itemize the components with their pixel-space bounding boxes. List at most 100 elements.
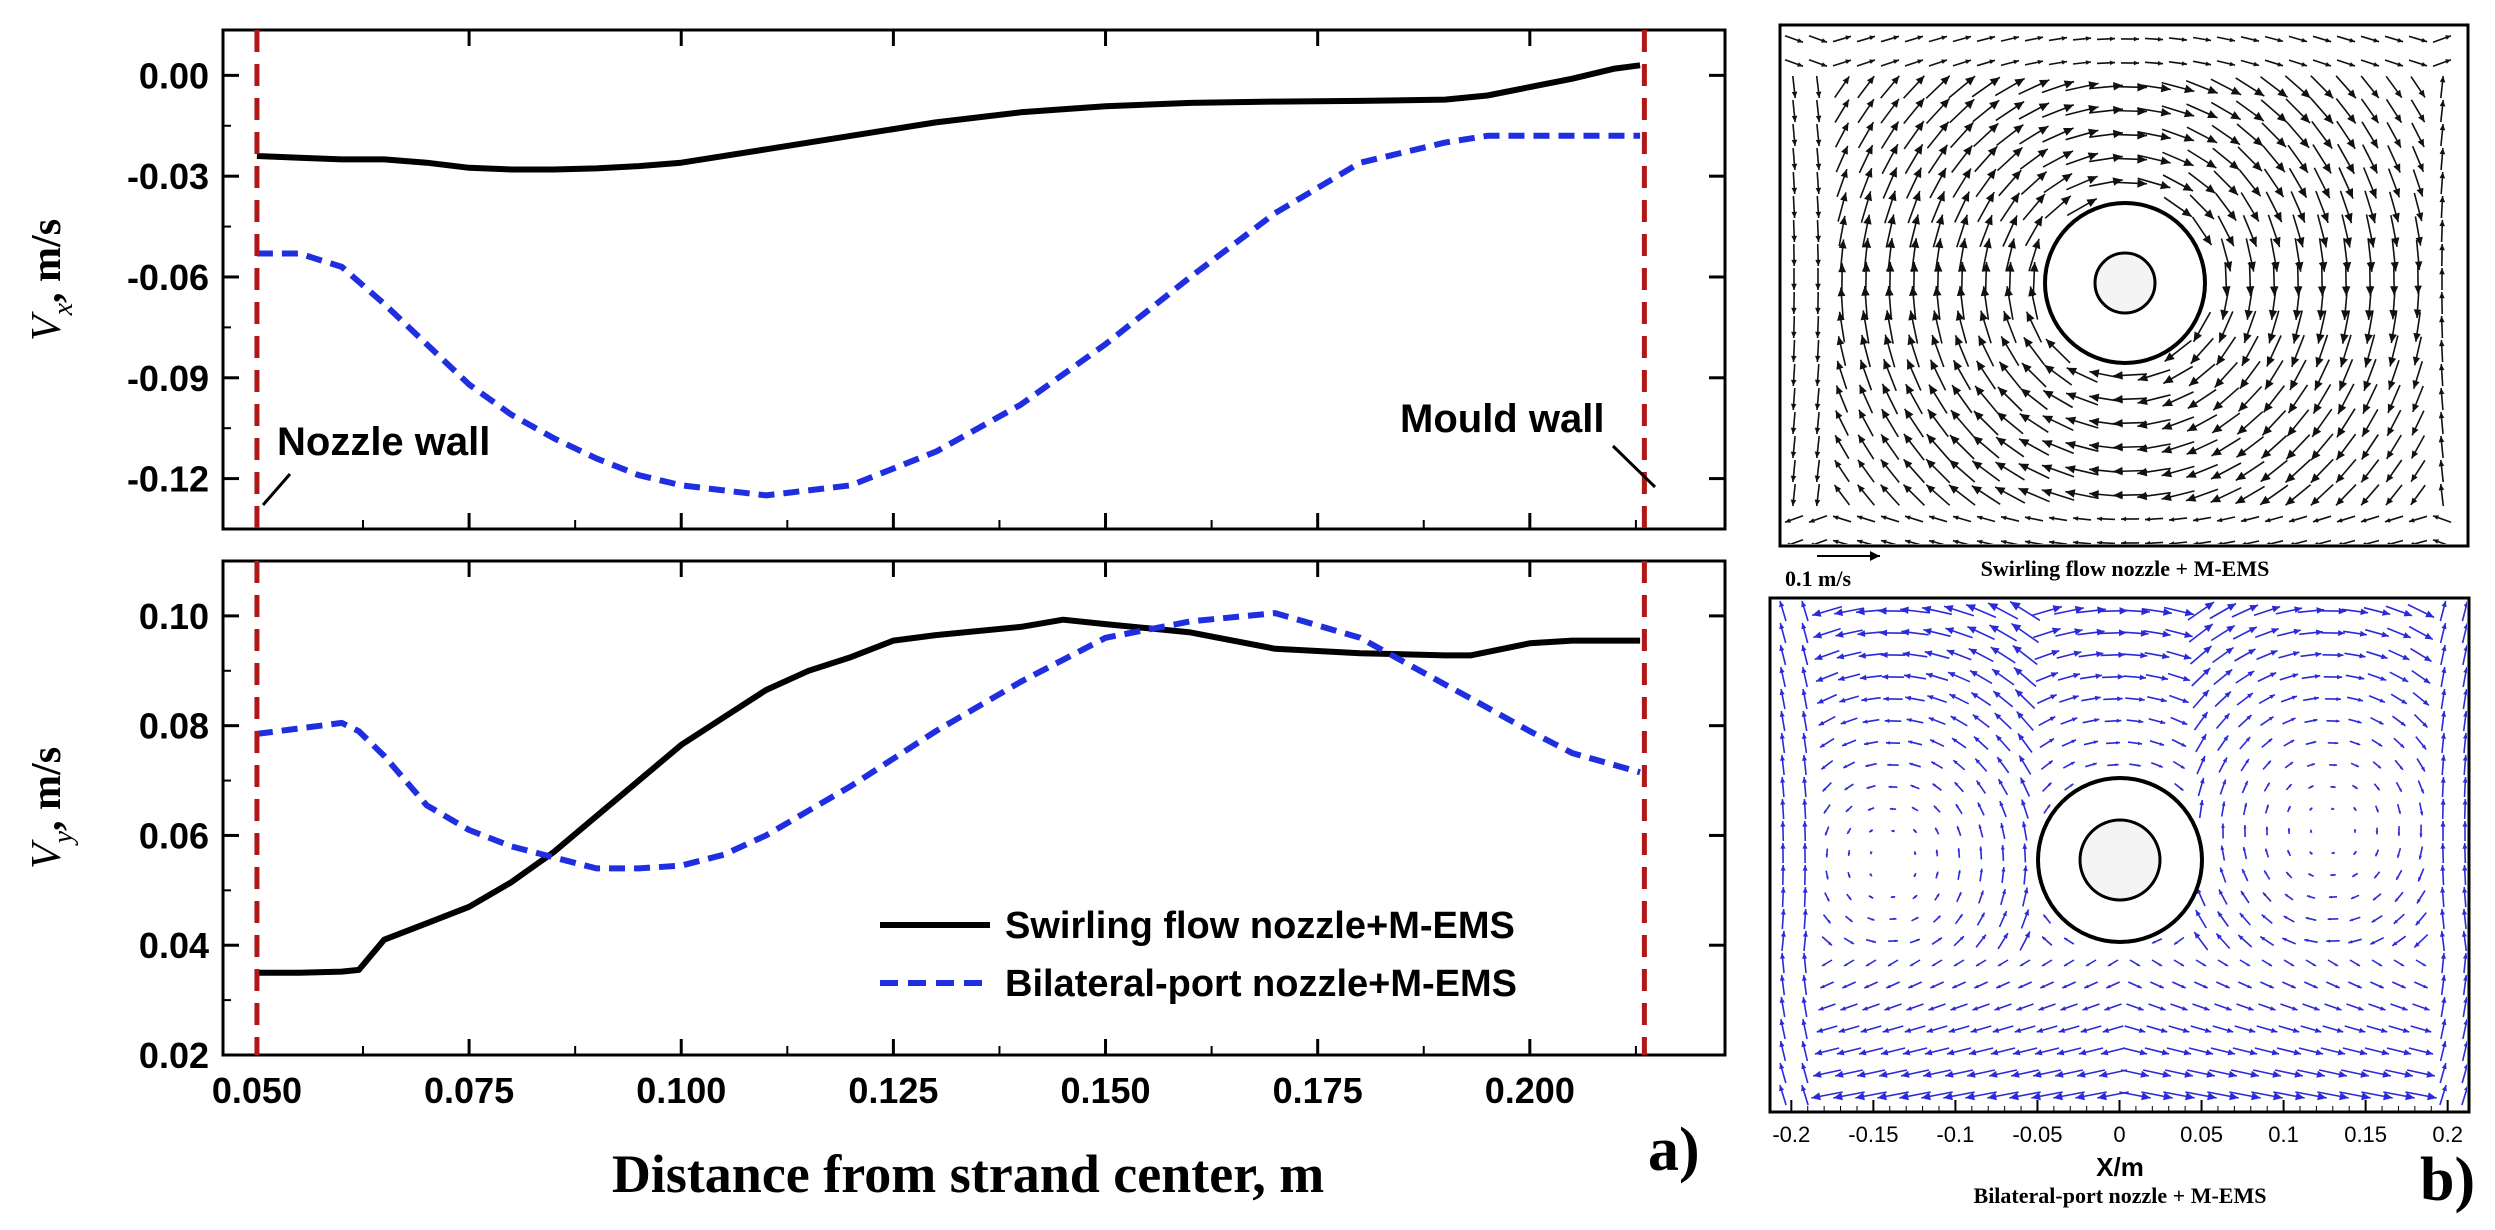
bilateral-arrow-head: [2422, 722, 2428, 728]
swirling-arrow-head: [1790, 499, 1797, 506]
swirling-arrow-head: [2438, 460, 2445, 467]
bilateral-arrow-head: [1935, 849, 1939, 853]
swirling-arrow-head: [1811, 542, 1814, 544]
swirling-arrow-head: [2361, 473, 2369, 483]
swirling-arrow-head: [1965, 76, 1976, 86]
bilateral-arrow-head: [2440, 821, 2446, 827]
swirling-arrow-head: [1842, 99, 1849, 108]
swirling-arrow-head: [1988, 123, 1999, 133]
bilateral-arrow-head: [1992, 1027, 2000, 1033]
swirling-arrow-head: [1963, 145, 1973, 156]
bilateral-arrow-head: [2183, 653, 2192, 660]
swirling-arrow-head: [1914, 144, 1923, 155]
bilateral-arrow-head: [2397, 832, 2401, 836]
bilateral-arrow-head: [2424, 1006, 2430, 1011]
bilateral-arrow-head: [2397, 854, 2400, 858]
swirling-arrow-head: [2267, 333, 2276, 344]
x-tick-label: 0.050: [212, 1070, 302, 1111]
swirling-arrow-head: [2347, 114, 2356, 124]
bilateral-arrow-head: [2401, 984, 2406, 988]
bilateral-arrow-head: [1826, 898, 1830, 902]
swirling-arrow-head: [1815, 115, 1822, 122]
swirling-arrow-head: [2313, 517, 2319, 523]
swirling-arrow-head: [1929, 515, 1935, 521]
swirling-arrow-head: [2088, 81, 2099, 90]
bilateral-arrow-head: [2441, 1019, 2447, 1026]
swirling-arrow-head: [2417, 163, 2424, 172]
bilateral-arrow-head: [2315, 629, 2323, 636]
swirling-arrow-head: [1836, 336, 1845, 346]
bilateral-arrow-head: [2380, 653, 2388, 660]
swirling-arrow-head: [1835, 410, 1843, 419]
swirling-arrow-head: [2066, 367, 2077, 376]
bilateral-arrow-head: [2108, 963, 2112, 966]
bilateral-arrow-head: [2244, 781, 2248, 785]
bilateral-arrow-head: [1954, 963, 1958, 966]
bilateral-arrow-head: [2075, 1092, 2085, 1101]
bilateral-arrow-head: [2426, 1070, 2435, 1078]
swirling-arrow-head: [1950, 410, 1961, 421]
swirling-arrow-head: [2338, 403, 2347, 415]
bilateral-arrow-head: [2023, 865, 2028, 872]
bilateral-arrow-head: [2272, 1070, 2281, 1078]
bilateral-arrow-head: [2136, 963, 2140, 966]
swirling-arrow-head: [2439, 316, 2445, 323]
bilateral-arrow-head: [2016, 1006, 2022, 1011]
swirling-arrow-head: [2317, 286, 2327, 296]
bilateral-arrow-head: [2404, 1070, 2413, 1078]
bilateral-arrow-head: [2398, 810, 2401, 814]
vx-y-tick-label: -0.12: [127, 459, 209, 500]
bilateral-arrow-head: [1978, 824, 1982, 829]
swirling-arrow-head: [1814, 475, 1821, 482]
swirling-arrow-head: [2368, 188, 2377, 199]
bilateral-arrow-head: [2184, 1070, 2193, 1078]
bilateral-arrow-head: [2439, 931, 2445, 937]
swirling-arrow-head: [2113, 371, 2123, 380]
bilateral-arrow-head: [2357, 984, 2362, 988]
bilateral-arrow-head: [2292, 651, 2300, 657]
bilateral-arrow-head: [1928, 717, 1935, 722]
swirling-arrow-head: [1791, 307, 1797, 314]
bilateral-arrow-head: [2423, 677, 2431, 684]
bilateral-arrow-head: [2245, 759, 2249, 764]
swirling-arrow-head: [2397, 37, 2403, 43]
swirling-arrow-head: [2296, 236, 2305, 248]
bilateral-x-axis: -0.2 -0.15 -0.1 -0.05 0 0.05 0.1 0.15 0.2: [1770, 1100, 2469, 1147]
bilateral-arrow-head: [1872, 940, 1876, 943]
swirling-arrow-head: [2041, 488, 2053, 497]
swirling-arrow-head: [2345, 188, 2353, 199]
swirling-arrow-head: [2310, 496, 2320, 506]
bilateral-arrow-head: [2161, 652, 2170, 660]
swirling-arrow-head: [1937, 168, 1946, 179]
bilateral-arrow-head: [2400, 721, 2406, 726]
bilateral-arrow-head: [1974, 984, 1979, 988]
bilateral-arrow-head: [2307, 895, 2311, 898]
swirling-arrow-head: [1938, 144, 1948, 156]
bilateral-arrow-head: [1932, 783, 1936, 787]
bilateral-arrow-head: [2194, 932, 2201, 939]
bilateral-arrow-head: [2312, 963, 2316, 966]
swirling-arrow-head: [2089, 369, 2100, 378]
swirling-arrow-head: [2363, 380, 2372, 391]
bilateral-arrow-head: [2048, 760, 2053, 765]
swirling-arrow-head: [1866, 122, 1874, 132]
swirling-arrow-head: [1791, 259, 1797, 266]
bilateral-arrow-head: [2463, 1086, 2467, 1091]
swirling-arrow-head: [2300, 88, 2311, 99]
swirling-arrow-head: [2433, 539, 2439, 544]
bilateral-arrow-head: [2221, 801, 2226, 806]
bilateral-arrow-head: [2383, 1092, 2393, 1101]
bilateral-arrow-head: [1959, 936, 1964, 941]
swirling-arrow-head: [2433, 515, 2439, 520]
swirling-arrow-head: [2301, 62, 2307, 67]
bilateral-arrow-head: [1816, 676, 1824, 682]
bilateral-arrow-head: [2337, 652, 2344, 658]
bilateral-arrow-head: [2002, 889, 2006, 895]
bilateral-arrow-head: [1843, 764, 1848, 768]
bilateral-arrow-head: [1866, 963, 1870, 966]
bilateral-arrow-head: [1972, 1006, 1978, 1011]
bilateral-arrow-head: [2138, 719, 2144, 724]
bilateral-arrow-head: [2224, 713, 2230, 720]
bilateral-arrow-head: [1945, 1070, 1954, 1078]
swirling-arrow-head: [1941, 59, 1947, 64]
